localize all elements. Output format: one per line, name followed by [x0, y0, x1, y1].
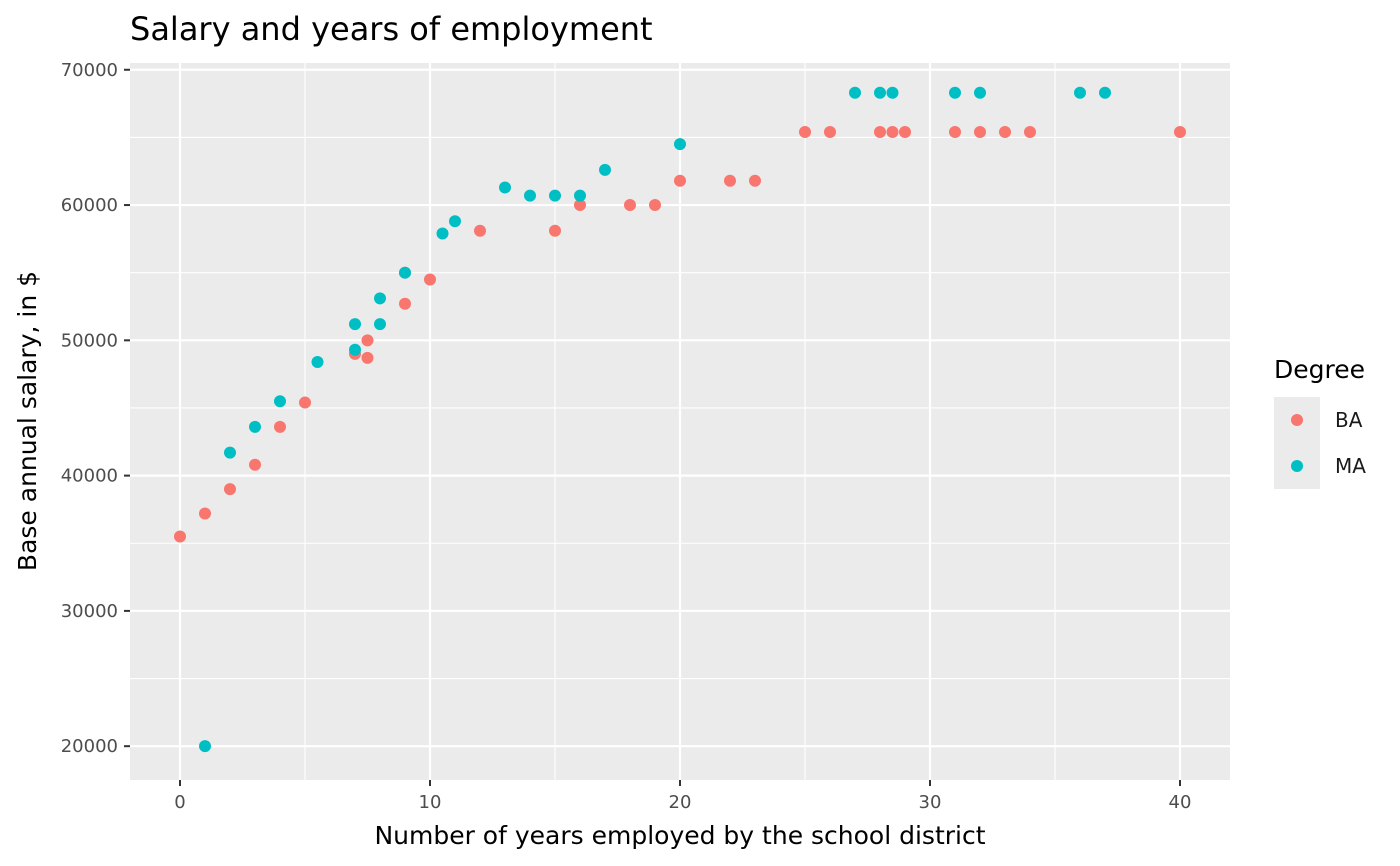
point-ba [174, 530, 186, 543]
point-ma [311, 355, 324, 368]
x-axis-title: Number of years employed by the school d… [374, 821, 985, 850]
point-ba [1024, 125, 1036, 138]
point-ma [974, 86, 986, 99]
point-ba [899, 125, 911, 138]
point-ba [424, 273, 436, 286]
point-ba [624, 199, 636, 212]
point-ba [574, 199, 586, 212]
point-ma [874, 86, 886, 99]
point-ma [574, 189, 586, 202]
point-ma [599, 163, 611, 176]
x-tick-label: 10 [419, 792, 442, 813]
point-ba [361, 351, 374, 364]
y-axis-title: Base annual salary, in $ [13, 271, 42, 571]
x-tick-label: 0 [174, 792, 185, 813]
point-ma [449, 215, 461, 228]
point-ba [974, 125, 986, 138]
point-ba [799, 125, 811, 138]
major-gridlines [130, 63, 1230, 780]
point-ba [199, 507, 211, 520]
point-ma [224, 446, 236, 459]
x-tick-label: 40 [1169, 792, 1192, 813]
point-ba [649, 199, 661, 212]
point-ma [1099, 86, 1111, 99]
y-tick-label: 60000 [61, 195, 118, 216]
point-ba [474, 224, 486, 237]
legend-label-ma: MA [1335, 454, 1366, 478]
point-ba [549, 224, 561, 237]
point-ba [886, 125, 899, 138]
point-ma [949, 86, 961, 99]
point-ma [199, 740, 211, 753]
point-ma [374, 318, 386, 331]
point-ma [349, 318, 361, 331]
point-ma [549, 189, 561, 202]
legend-key-ba [1291, 414, 1303, 426]
point-ma [499, 181, 511, 194]
x-axis-ticks: 0 10 20 30 40 [174, 780, 1191, 813]
y-tick-label: 30000 [61, 601, 118, 622]
point-ma [674, 138, 686, 151]
legend-title: Degree [1274, 355, 1365, 384]
point-ba [224, 483, 236, 496]
legend-label-ba: BA [1335, 408, 1363, 432]
x-tick-label: 20 [669, 792, 692, 813]
point-ma [374, 292, 386, 305]
point-ma [349, 343, 361, 356]
legend: Degree BA MA [1274, 355, 1366, 489]
point-ba [1174, 125, 1186, 138]
point-ba [361, 334, 374, 347]
point-ba [749, 174, 761, 187]
legend-key-ma [1291, 460, 1303, 472]
point-ba [874, 125, 886, 138]
chart-title: Salary and years of employment [130, 10, 653, 48]
data-points [174, 86, 1186, 753]
point-ba [399, 297, 411, 310]
point-ma [886, 86, 899, 99]
point-ba [249, 458, 261, 471]
point-ba [949, 125, 961, 138]
x-tick-label: 30 [919, 792, 942, 813]
point-ma [1074, 86, 1086, 99]
point-ma [849, 86, 861, 99]
y-tick-label: 70000 [61, 60, 118, 81]
y-tick-label: 50000 [61, 330, 118, 351]
point-ma [436, 227, 449, 240]
point-ma [249, 420, 261, 433]
point-ba [824, 125, 836, 138]
point-ma [399, 266, 411, 279]
point-ma [274, 395, 286, 408]
point-ba [724, 174, 736, 187]
point-ba [299, 396, 311, 409]
point-ma [524, 189, 536, 202]
point-ba [999, 125, 1011, 138]
y-axis-ticks: 20000 30000 40000 50000 60000 70000 [61, 60, 130, 757]
y-tick-label: 40000 [61, 466, 118, 487]
point-ba [274, 420, 286, 433]
point-ba [674, 174, 686, 187]
legend-key-background [1274, 397, 1320, 489]
y-tick-label: 20000 [61, 736, 118, 757]
